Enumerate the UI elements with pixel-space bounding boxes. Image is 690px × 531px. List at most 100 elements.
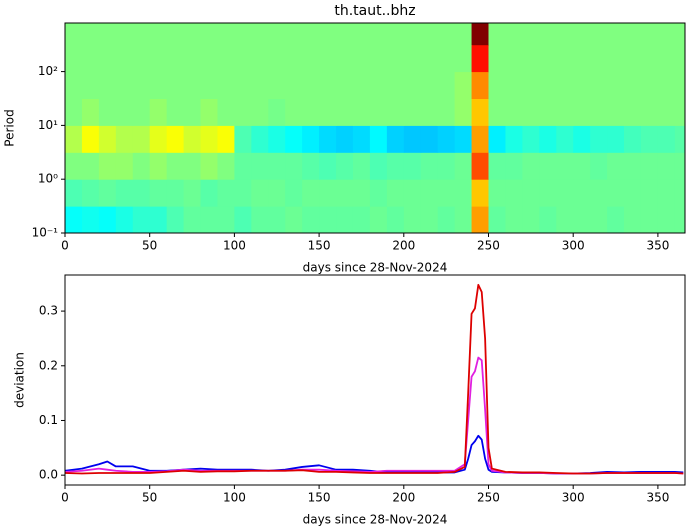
heat-cell: [166, 179, 185, 207]
heat-cell: [352, 71, 371, 100]
heat-cell: [590, 125, 608, 153]
heat-cell: [251, 179, 269, 207]
heat-cell: [98, 71, 117, 100]
heat-cell: [454, 206, 473, 233]
heat-cell: [454, 125, 473, 153]
heat-cell: [437, 206, 456, 233]
heat-cell: [352, 152, 371, 180]
heat-cell: [285, 23, 303, 46]
x-tick-label: 300: [562, 491, 585, 505]
heat-cell: [573, 125, 591, 153]
heat-cell: [539, 98, 557, 126]
heat-cell: [200, 71, 218, 100]
heat-cell: [369, 44, 388, 73]
heat-cell: [217, 125, 235, 153]
heat-cell: [403, 206, 422, 233]
heat-cell: [522, 179, 540, 207]
y-tick-label: 0.0: [39, 468, 58, 482]
heat-cell: [132, 44, 151, 73]
x-tick-label: 350: [646, 239, 669, 253]
heat-cell: [285, 71, 303, 100]
heat-cell: [488, 125, 506, 153]
heat-cell: [149, 125, 168, 153]
heat-cell: [674, 125, 685, 153]
heat-cell: [420, 125, 439, 153]
heat-cell: [471, 206, 489, 233]
heat-cell: [302, 152, 320, 180]
heat-cell: [319, 125, 337, 153]
heat-cell: [115, 152, 134, 180]
heat-cell: [657, 152, 676, 180]
heat-cell: [234, 44, 252, 73]
heat-cell: [420, 23, 439, 46]
heat-cell: [640, 44, 659, 73]
heat-cell: [336, 152, 354, 180]
heat-cell: [556, 179, 574, 207]
heat-cell: [590, 179, 608, 207]
heat-cell: [640, 98, 659, 126]
heat-cell: [539, 71, 557, 100]
heat-cell: [115, 179, 134, 207]
heat-cell: [607, 44, 625, 73]
heat-cell: [488, 23, 506, 46]
heat-cell: [471, 71, 489, 100]
heat-cell: [437, 152, 456, 180]
y-tick-label: 10²: [38, 64, 58, 78]
heat-cell: [302, 125, 320, 153]
heat-cell: [319, 44, 337, 73]
heat-cell: [65, 152, 83, 180]
heat-cell: [573, 23, 591, 46]
heat-cell: [65, 71, 83, 100]
heat-cell: [149, 98, 168, 126]
heat-cell: [539, 125, 557, 153]
heat-cell: [132, 206, 151, 233]
heat-cell: [200, 125, 218, 153]
heat-cell: [437, 179, 456, 207]
heat-cell: [166, 152, 185, 180]
heat-cell: [403, 44, 422, 73]
heat-cell: [386, 206, 405, 233]
heat-cell: [149, 44, 168, 73]
heat-cell: [285, 44, 303, 73]
heat-cell: [454, 152, 473, 180]
x-tick-label: 50: [142, 239, 157, 253]
heat-cell: [674, 44, 685, 73]
heat-cell: [166, 23, 185, 46]
heat-cell: [522, 152, 540, 180]
heat-cell: [234, 23, 252, 46]
heat-cell: [251, 23, 269, 46]
heat-cell: [200, 206, 218, 233]
heat-cell: [268, 152, 286, 180]
heat-cell: [420, 152, 439, 180]
heat-cell: [200, 152, 218, 180]
heat-cell: [98, 98, 117, 126]
heat-cell: [488, 44, 506, 73]
x-tick-label: 100: [223, 491, 246, 505]
heat-cell: [607, 125, 625, 153]
heat-cell: [200, 179, 218, 207]
heat-cell: [132, 71, 151, 100]
x-tick-label: 150: [308, 491, 331, 505]
heat-cell: [590, 206, 608, 233]
heat-cell: [149, 23, 168, 46]
heat-cell: [505, 23, 523, 46]
heat-cell: [81, 152, 100, 180]
heat-cell: [285, 152, 303, 180]
heat-cell: [522, 98, 540, 126]
x-tick-label: 100: [223, 239, 246, 253]
heat-cell: [251, 152, 269, 180]
heat-cell: [454, 179, 473, 207]
heat-cell: [217, 23, 235, 46]
heat-cell: [268, 125, 286, 153]
heat-cell: [573, 152, 591, 180]
heat-cell: [522, 71, 540, 100]
heat-cell: [437, 71, 456, 100]
heat-cell: [607, 23, 625, 46]
heat-cell: [539, 152, 557, 180]
x-tick-label: 300: [562, 239, 585, 253]
heat-cell: [336, 179, 354, 207]
heat-cell: [573, 71, 591, 100]
x-tick-label: 0: [61, 491, 69, 505]
heat-cell: [200, 44, 218, 73]
heat-cell: [657, 71, 676, 100]
